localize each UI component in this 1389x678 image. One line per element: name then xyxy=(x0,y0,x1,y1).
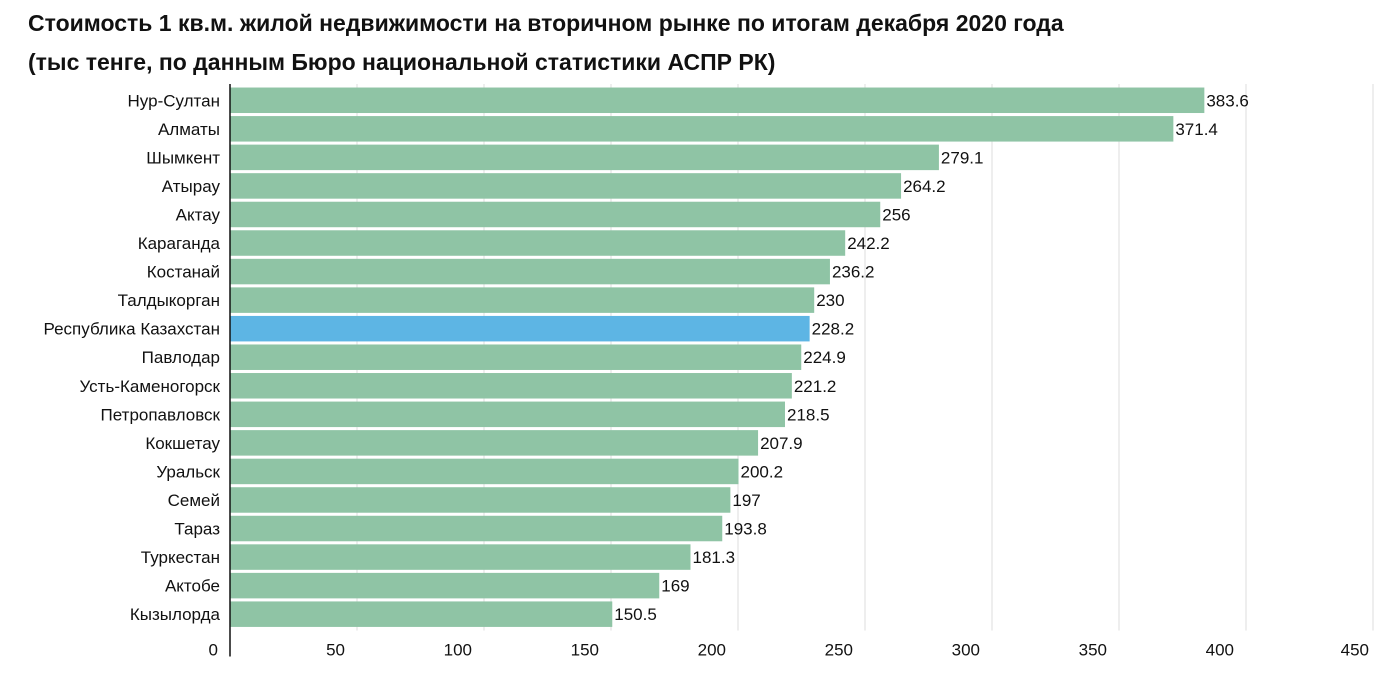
x-tick-label: 400 xyxy=(1206,640,1234,659)
x-tick-label: 200 xyxy=(698,640,726,659)
bar xyxy=(230,258,830,285)
bar xyxy=(230,315,810,342)
category-label: Уральск xyxy=(156,462,220,481)
bar xyxy=(230,173,902,199)
value-label: 207.9 xyxy=(760,434,803,453)
bars: 383.6 371.4 279.1 264.2 256 242.2 236.2 230 228.… xyxy=(230,87,1249,627)
axes: 0 50 100 150 200 250 300 350 400 450 Нур-Султан Алм… xyxy=(44,84,1369,659)
category-label: Кокшетау xyxy=(145,434,220,453)
x-tick-label: 100 xyxy=(444,640,472,659)
value-label: 200.2 xyxy=(741,462,784,481)
value-label: 169 xyxy=(661,577,689,596)
bar xyxy=(230,144,939,171)
bar xyxy=(230,515,723,542)
category-label: Актау xyxy=(176,205,221,224)
category-label: Нур-Султан xyxy=(128,91,220,110)
value-label: 371.4 xyxy=(1175,120,1218,139)
x-tick-label: 150 xyxy=(571,640,599,659)
category-label: Шымкент xyxy=(146,148,220,167)
value-label: 264.2 xyxy=(903,177,946,196)
bar xyxy=(230,430,759,456)
x-tick-label: 450 xyxy=(1341,640,1369,659)
category-label: Туркестан xyxy=(141,548,220,567)
category-label: Атырау xyxy=(162,177,221,196)
value-label: 218.5 xyxy=(787,405,830,424)
value-label: 228.2 xyxy=(812,320,855,339)
x-tick-label: 0 xyxy=(209,640,218,659)
x-tick-label: 350 xyxy=(1079,640,1107,659)
category-label: Республика Казахстан xyxy=(44,320,220,339)
value-label: 242.2 xyxy=(847,234,890,253)
bar xyxy=(230,344,802,370)
value-label: 197 xyxy=(732,491,760,510)
chart-title: Стоимость 1 кв.м. жилой недвижимости на … xyxy=(28,10,1064,36)
bar xyxy=(230,287,815,313)
bar xyxy=(230,230,846,256)
bar xyxy=(230,458,739,485)
value-label: 236.2 xyxy=(832,263,875,282)
bar xyxy=(230,544,691,570)
bar xyxy=(230,116,1174,142)
bar xyxy=(230,201,881,228)
value-label: 230 xyxy=(816,291,844,310)
category-label: Талдыкорган xyxy=(118,291,220,310)
category-label: Павлодар xyxy=(142,348,220,367)
bar xyxy=(230,87,1205,114)
value-label: 279.1 xyxy=(941,148,984,167)
category-label: Караганда xyxy=(138,234,221,253)
bar xyxy=(230,601,613,627)
value-label: 193.8 xyxy=(724,520,767,539)
value-label: 181.3 xyxy=(693,548,736,567)
category-label: Кызылорда xyxy=(130,605,221,624)
x-tick-label: 50 xyxy=(326,640,345,659)
value-label: 150.5 xyxy=(614,605,657,624)
category-label: Петропавловск xyxy=(101,405,221,424)
bar xyxy=(230,572,660,599)
category-label: Актобе xyxy=(165,577,220,596)
chart-subtitle: (тыс тенге, по данным Бюро национальной … xyxy=(28,49,776,75)
value-label: 256 xyxy=(882,205,910,224)
value-label: 221.2 xyxy=(794,377,837,396)
category-label: Семей xyxy=(168,491,220,510)
value-label: 224.9 xyxy=(803,348,846,367)
bar xyxy=(230,373,792,399)
category-label: Тараз xyxy=(174,520,220,539)
x-tick-label: 250 xyxy=(825,640,853,659)
category-label: Алматы xyxy=(158,120,220,139)
category-label: Костанай xyxy=(147,263,220,282)
bar xyxy=(230,401,785,428)
value-label: 383.6 xyxy=(1206,91,1249,110)
bar xyxy=(230,487,731,513)
category-label: Усть-Каменогорск xyxy=(80,377,221,396)
x-tick-label: 300 xyxy=(952,640,980,659)
